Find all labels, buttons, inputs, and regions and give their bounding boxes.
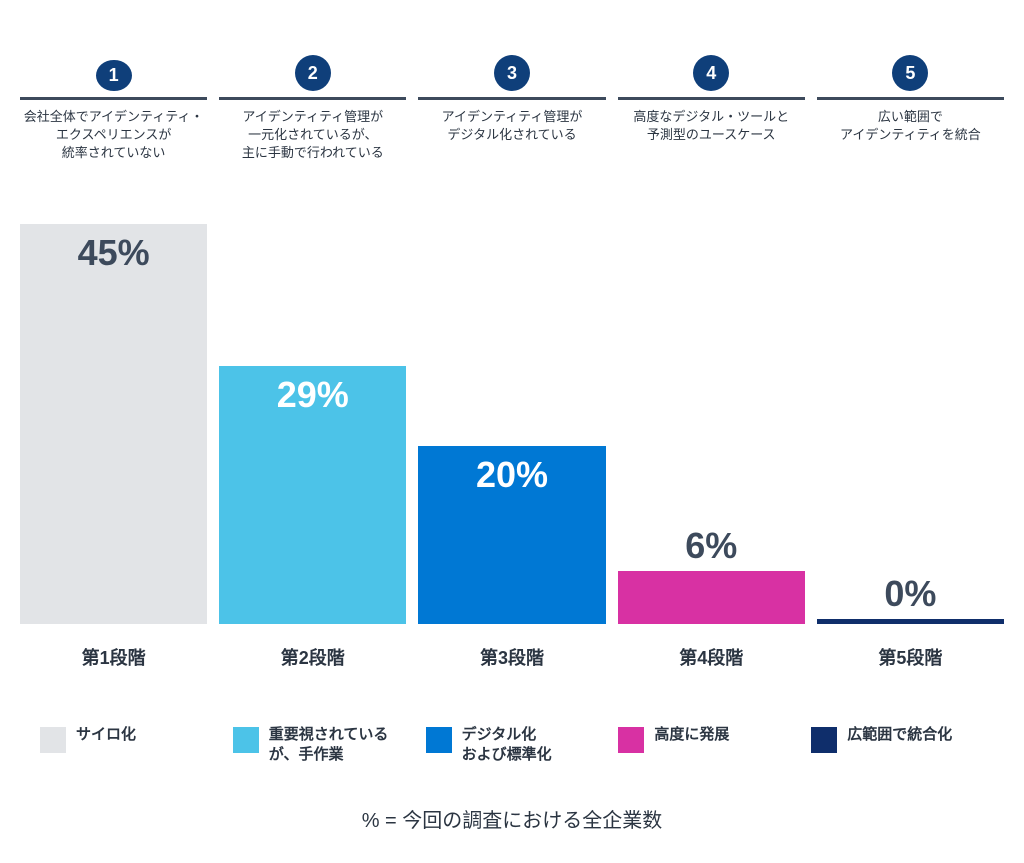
stage-badge: 3 [494, 55, 530, 91]
legend: サイロ化 重要視されているが、手作業 デジタル化および標準化 高度に発展 広範囲で統合化 [20, 725, 1004, 764]
bar-value-label: 45% [20, 232, 207, 274]
stage-badge: 4 [693, 55, 729, 91]
stage-divider [618, 97, 805, 100]
legend-item: サイロ化 [40, 725, 213, 764]
legend-label: サイロ化 [76, 725, 136, 745]
stage-description: アイデンティティ管理がデジタル化されている [442, 108, 583, 178]
stage-column-2: 2 アイデンティティ管理が一元化されているが、主に手動で行われている 29% 第2段階 [219, 30, 406, 670]
stage-column-4: 4 高度なデジタル・ツールと予測型のユースケース 6% 第4段階 [618, 30, 805, 670]
legend-swatch [233, 727, 259, 753]
bar-value-label: 6% [618, 525, 805, 567]
stage-label: 第2段階 [281, 644, 345, 670]
legend-label: 高度に発展 [654, 725, 729, 745]
legend-label: 広範囲で統合化 [847, 725, 952, 745]
bar [618, 571, 805, 624]
bar-value-label: 0% [817, 573, 1004, 615]
bar [817, 619, 1004, 624]
bar [20, 224, 207, 624]
bar-area: 0% [817, 178, 1004, 624]
legend-swatch [618, 727, 644, 753]
bar-area: 20% [418, 178, 605, 624]
stage-badge: 1 [96, 60, 132, 91]
bar-area: 45% [20, 178, 207, 624]
legend-item: 広範囲で統合化 [811, 725, 984, 764]
bar-value-label: 20% [418, 454, 605, 496]
stage-column-5: 5 広い範囲でアイデンティティを統合 0% 第5段階 [817, 30, 1004, 670]
stage-divider [219, 97, 406, 100]
stage-label: 第1段階 [82, 644, 146, 670]
legend-item: 重要視されているが、手作業 [233, 725, 406, 764]
stages-row: 1 会社全体でアイデンティティ・エクスペリエンスが統率されていない 45% 第1段階 2… [20, 30, 1004, 670]
bar-area: 29% [219, 178, 406, 624]
stage-label: 第5段階 [878, 644, 942, 670]
stage-description: アイデンティティ管理が一元化されているが、主に手動で行われている [242, 108, 384, 178]
stage-divider [418, 97, 605, 100]
legend-swatch [426, 727, 452, 753]
stage-badge: 2 [295, 55, 331, 91]
stage-divider [20, 97, 207, 100]
legend-swatch [811, 727, 837, 753]
footnote: % = 今回の調査における全企業数 [20, 804, 1004, 833]
stage-label: 第4段階 [679, 644, 743, 670]
legend-label: デジタル化および標準化 [462, 725, 552, 764]
stage-description: 高度なデジタル・ツールと予測型のユースケース [633, 108, 789, 178]
legend-item: 高度に発展 [618, 725, 791, 764]
stage-description: 広い範囲でアイデンティティを統合 [840, 108, 981, 178]
stage-badge: 5 [892, 55, 928, 91]
stage-divider [817, 97, 1004, 100]
legend-label: 重要視されているが、手作業 [269, 725, 406, 764]
legend-swatch [40, 727, 66, 753]
bar-value-label: 29% [219, 374, 406, 416]
stage-column-3: 3 アイデンティティ管理がデジタル化されている 20% 第3段階 [418, 30, 605, 670]
bar-area: 6% [618, 178, 805, 624]
stage-description: 会社全体でアイデンティティ・エクスペリエンスが統率されていない [24, 108, 204, 178]
legend-item: デジタル化および標準化 [426, 725, 599, 764]
stage-column-1: 1 会社全体でアイデンティティ・エクスペリエンスが統率されていない 45% 第1段階 [20, 30, 207, 670]
stage-label: 第3段階 [480, 644, 544, 670]
